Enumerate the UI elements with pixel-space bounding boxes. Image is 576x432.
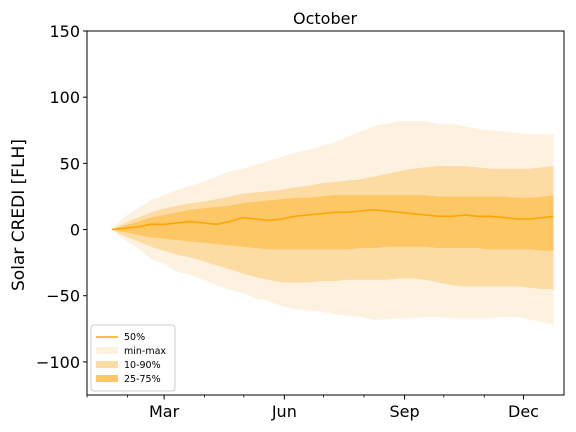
y-tick-label: 150: [49, 22, 80, 41]
legend-swatch-minmax: [96, 347, 118, 354]
y-tick-label: 100: [49, 88, 80, 107]
legend-label-median: 50%: [124, 332, 145, 343]
x-tick-label: Sep: [389, 402, 419, 421]
chart-title: October: [293, 9, 357, 28]
legend-swatch-p25-75: [96, 375, 118, 382]
y-axis-label: Solar CREDI [FLH]: [9, 139, 29, 291]
y-axis: −100 −50 0 50 100 150: [36, 22, 87, 372]
plot-frame: [86, 30, 565, 396]
y-tick-label: 50: [60, 154, 80, 173]
band-25-75: [111, 195, 554, 251]
legend-label-p25-75: 25-75%: [124, 374, 161, 385]
legend-label-p10-90: 10-90%: [124, 360, 161, 371]
y-tick-label: −50: [46, 287, 80, 306]
legend-swatch-p10-90: [96, 361, 118, 368]
y-tick-label: 0: [70, 221, 80, 240]
median-line: [111, 208, 554, 231]
legend-label-minmax: min-max: [124, 346, 166, 357]
y-tick-label: −100: [36, 353, 80, 372]
x-tick-label: Mar: [149, 402, 180, 421]
legend-box: [90, 324, 176, 392]
x-tick-label: Jun: [271, 402, 297, 421]
x-tick-label: Dec: [508, 402, 539, 421]
plot-area: [111, 121, 554, 325]
x-axis: Mar Jun Sep Dec: [86, 395, 539, 421]
legend: 50% min-max 10-90% 25-75%: [90, 324, 176, 392]
